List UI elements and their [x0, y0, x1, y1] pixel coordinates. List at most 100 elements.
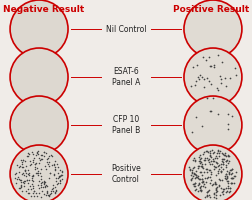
Point	[225, 169, 229, 173]
Point	[192, 165, 196, 168]
Point	[208, 163, 212, 166]
Point	[222, 187, 226, 190]
Point	[217, 184, 221, 187]
Point	[229, 187, 233, 190]
Point	[219, 82, 223, 85]
Point	[199, 189, 203, 192]
Point	[208, 155, 212, 158]
Point	[216, 53, 220, 56]
Point	[47, 176, 51, 179]
Point	[18, 179, 22, 182]
Point	[208, 64, 212, 68]
Point	[224, 186, 228, 190]
Point	[191, 65, 195, 68]
Point	[200, 180, 204, 183]
Point	[19, 181, 23, 184]
Point	[27, 178, 31, 181]
Point	[228, 169, 232, 172]
Point	[45, 161, 49, 164]
Point	[201, 184, 205, 187]
Point	[203, 176, 207, 180]
Point	[228, 186, 232, 189]
Point	[31, 187, 35, 190]
Point	[208, 176, 212, 179]
Point	[225, 155, 229, 158]
Point	[39, 174, 43, 178]
Point	[37, 187, 41, 190]
Point	[199, 164, 203, 167]
Point	[196, 177, 200, 180]
Point	[227, 155, 231, 158]
Point	[212, 195, 216, 198]
Point	[20, 165, 24, 168]
Point	[226, 154, 230, 157]
Point	[225, 179, 229, 183]
Point	[58, 179, 62, 183]
Point	[37, 170, 41, 173]
Point	[59, 174, 63, 177]
Point	[19, 178, 23, 182]
Point	[197, 182, 201, 185]
Point	[59, 173, 64, 176]
Point	[212, 150, 216, 153]
Point	[208, 152, 212, 155]
Point	[42, 181, 46, 184]
Point	[200, 177, 204, 181]
Point	[219, 169, 223, 172]
Point	[224, 153, 228, 156]
Point	[190, 176, 194, 179]
Point	[40, 181, 44, 184]
Point	[60, 171, 64, 174]
Point	[42, 150, 46, 153]
Point	[219, 171, 223, 174]
Point	[56, 171, 60, 174]
Point	[226, 122, 230, 125]
Point	[226, 155, 230, 158]
Point	[13, 172, 17, 175]
Point	[196, 190, 200, 193]
Point	[227, 159, 231, 163]
Point	[37, 179, 41, 182]
Point	[53, 191, 57, 194]
Point	[22, 174, 26, 177]
Point	[222, 158, 226, 161]
Point	[36, 172, 40, 175]
Point	[197, 183, 201, 186]
Point	[215, 88, 219, 92]
Point	[31, 152, 35, 156]
Point	[219, 187, 223, 190]
Point	[44, 194, 48, 197]
Text: Positive Result: Positive Result	[173, 5, 249, 14]
Point	[197, 156, 201, 159]
Point	[192, 172, 196, 175]
Text: CFP 10
Panel B: CFP 10 Panel B	[112, 115, 140, 135]
Point	[216, 149, 220, 152]
Point	[214, 86, 218, 90]
Point	[204, 181, 208, 184]
Point	[26, 172, 30, 176]
Point	[28, 160, 32, 163]
Point	[199, 190, 203, 193]
Point	[213, 182, 217, 185]
Point	[205, 150, 209, 153]
Point	[215, 152, 219, 155]
Point	[212, 168, 216, 171]
Point	[42, 193, 46, 196]
Point	[203, 163, 207, 166]
Point	[208, 182, 212, 185]
Point	[226, 127, 230, 130]
Point	[220, 189, 225, 192]
Point	[43, 185, 47, 188]
Point	[191, 175, 195, 178]
Point	[223, 152, 227, 155]
Point	[17, 165, 21, 168]
Point	[29, 187, 34, 190]
Point	[205, 191, 209, 194]
Point	[232, 175, 236, 178]
Point	[26, 188, 30, 191]
Point	[27, 153, 31, 156]
Point	[224, 172, 228, 175]
Point	[25, 178, 29, 182]
Point	[214, 197, 218, 200]
Point	[210, 160, 214, 163]
